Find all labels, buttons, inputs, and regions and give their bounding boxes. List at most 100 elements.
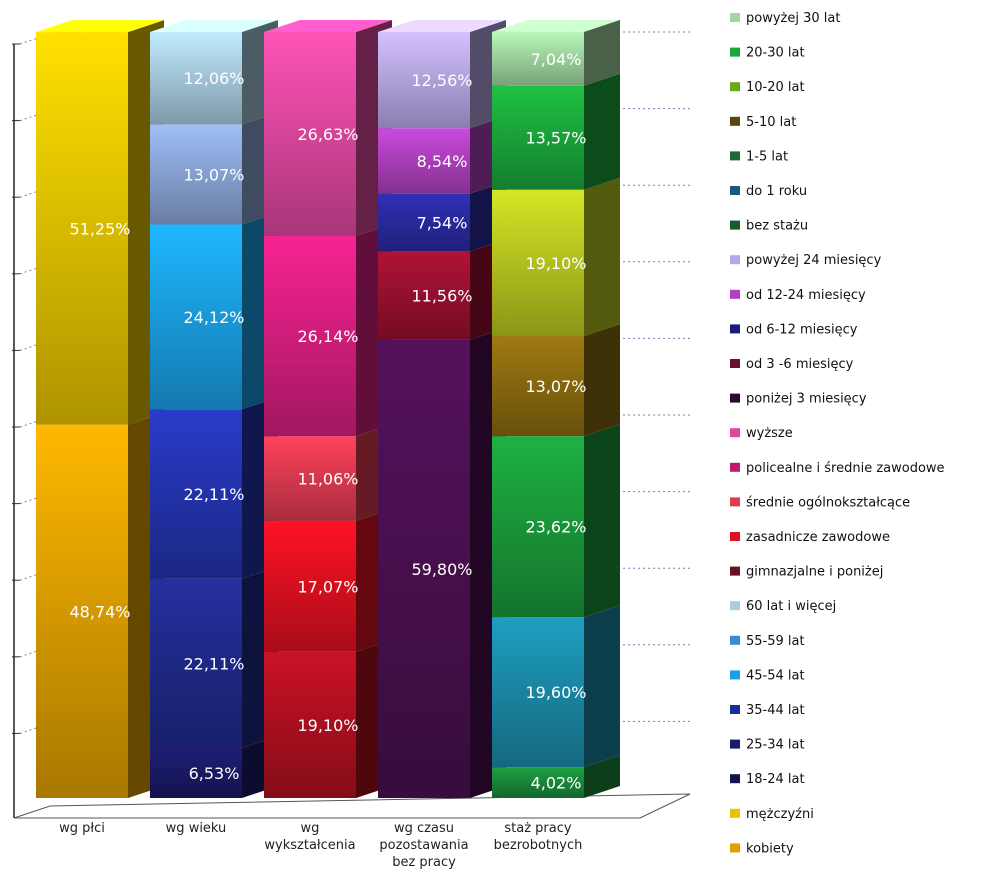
legend-label: gimnazjalne i poniżej <box>746 565 883 580</box>
legend-label: do 1 roku <box>746 184 807 199</box>
bar-segment <box>36 412 164 798</box>
category-label: wg wieku <box>166 821 227 836</box>
legend-item: 18-24 lat <box>730 772 805 787</box>
legend-swatch <box>730 220 740 230</box>
legend-label: policealne i średnie zawodowe <box>746 461 945 476</box>
bar-side <box>584 605 620 768</box>
legend-item: 20-30 lat <box>730 46 805 61</box>
data-label: 12,56% <box>411 71 472 90</box>
legend-swatch <box>730 635 740 645</box>
data-label: 26,63% <box>297 125 358 144</box>
data-label: 26,14% <box>297 327 358 346</box>
bar-front <box>378 32 470 129</box>
bar-front <box>492 436 584 618</box>
legend-item: powyżej 24 miesięcy <box>730 253 882 268</box>
legend-item: 60 lat i więcej <box>730 599 836 614</box>
bar-front <box>492 336 584 437</box>
bar-front <box>150 578 242 748</box>
legend-swatch <box>730 289 740 299</box>
legend-swatch <box>730 774 740 784</box>
data-label: 13,07% <box>525 377 586 396</box>
bar-front <box>378 128 470 194</box>
legend-item: kobiety <box>730 841 794 856</box>
bar-segment <box>492 73 620 190</box>
legend-swatch <box>730 808 740 818</box>
bar-front <box>264 235 356 437</box>
bar-segment <box>492 177 620 337</box>
legend-item: poniżej 3 miesięcy <box>730 392 867 407</box>
legend-swatch <box>730 13 740 22</box>
legend-label: od 6-12 miesięcy <box>746 322 858 337</box>
legend-label: powyżej 30 lat <box>746 11 840 26</box>
data-label: 48,74% <box>69 602 130 621</box>
legend-label: 60 lat i więcej <box>746 599 836 614</box>
data-label: 8,54% <box>417 152 468 171</box>
legend-label: od 12-24 miesięcy <box>746 288 866 303</box>
bar-front <box>36 32 128 425</box>
data-label: 19,10% <box>525 254 586 273</box>
bar-segment <box>378 116 506 194</box>
floor-plane <box>13 793 691 819</box>
data-label: 59,80% <box>411 560 472 579</box>
legend: powyżej 30 lat 20-30 lat 10-20 lat 5-10 lat… <box>730 11 945 856</box>
legend-label: 5-10 lat <box>746 115 796 130</box>
data-label: 22,11% <box>183 654 244 673</box>
bar-front <box>492 85 584 190</box>
legend-item: 1-5 lat <box>730 149 788 164</box>
legend-item: powyżej 30 lat <box>730 11 840 26</box>
bar-front <box>378 339 470 798</box>
legend-label: bez stażu <box>746 219 808 234</box>
data-label: 19,60% <box>525 683 586 702</box>
legend-item: wyższe <box>730 426 793 441</box>
bar-segment <box>492 755 620 798</box>
bar-side <box>584 755 620 798</box>
legend-item: gimnazjalne i poniżej <box>730 565 883 580</box>
legend-label: mężczyźni <box>746 807 814 822</box>
legend-swatch <box>730 705 740 714</box>
data-label: 7,54% <box>417 214 468 233</box>
legend-swatch <box>730 739 740 749</box>
category-label: wg płci <box>59 821 105 836</box>
data-label: 24,12% <box>183 308 244 327</box>
legend-item: średnie ogólnokształcące <box>730 495 910 510</box>
data-labels: 48,74% 51,25% 6,53% 22,11% 22,11% 24,12% 13,07… <box>69 50 586 793</box>
bar-segment <box>492 424 620 618</box>
legend-label: 45-54 lat <box>746 668 805 683</box>
bar-side <box>584 19 620 86</box>
legend-swatch <box>730 601 740 611</box>
bar-front <box>150 224 242 410</box>
legend-swatch <box>730 566 740 576</box>
legend-item: 5-10 lat <box>730 115 796 130</box>
bar-side <box>584 324 620 437</box>
data-label: 17,07% <box>297 577 358 596</box>
value-axis <box>12 43 691 819</box>
legend-item: od 12-24 miesięcy <box>730 288 866 303</box>
data-label: 19,10% <box>297 716 358 735</box>
bar-front <box>36 424 128 798</box>
bar-front <box>492 189 584 337</box>
legend-label: zasadnicze zawodowe <box>746 530 890 545</box>
legend-swatch <box>730 47 740 57</box>
bar-front <box>492 767 584 798</box>
bar-front <box>492 617 584 768</box>
bar-segment <box>492 324 620 437</box>
data-label: 13,57% <box>525 129 586 148</box>
data-label: 11,56% <box>411 287 472 306</box>
legend-label: wyższe <box>746 426 793 441</box>
legend-swatch <box>730 428 740 438</box>
bar-segment <box>492 19 620 86</box>
bar-front <box>264 651 356 798</box>
legend-swatch <box>730 843 740 853</box>
legend-item: zasadnicze zawodowe <box>730 530 890 545</box>
data-label: 11,06% <box>297 470 358 489</box>
legend-swatch <box>730 670 740 680</box>
legend-item: bez stażu <box>730 219 808 234</box>
legend-label: 20-30 lat <box>746 46 805 61</box>
legend-label: poniżej 3 miesięcy <box>746 392 867 407</box>
category-labels: wg płci wg wieku wg wykształcenia wg czasu po… <box>59 821 582 870</box>
category-label: wg wykształcenia <box>264 821 355 853</box>
legend-item: 35-44 lat <box>730 703 805 718</box>
legend-item: policealne i średnie zawodowe <box>730 461 945 476</box>
bar-front <box>378 251 470 340</box>
